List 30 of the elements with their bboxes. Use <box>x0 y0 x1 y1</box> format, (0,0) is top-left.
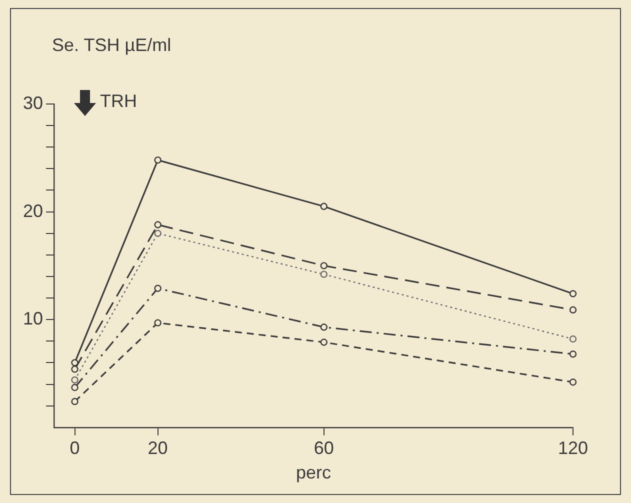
x-tick-label: 0 <box>70 438 80 458</box>
point <box>569 350 577 358</box>
point <box>320 338 328 346</box>
y-tick-label: 30 <box>22 92 44 113</box>
y-tick-label: 10 <box>22 308 44 329</box>
point <box>569 335 577 343</box>
point <box>71 366 78 373</box>
point <box>154 319 162 326</box>
point <box>320 324 328 331</box>
point <box>569 290 577 298</box>
y-tick-label: 20 <box>22 200 44 221</box>
x-tick-label: 60 <box>314 438 334 458</box>
point <box>71 359 78 366</box>
point <box>154 230 162 237</box>
point <box>71 376 78 384</box>
x-tick-label: 20 <box>148 438 168 458</box>
point <box>71 398 78 406</box>
point <box>154 156 162 164</box>
y-axis-title: Se. TSH µE/ml <box>52 34 172 55</box>
x-tick-label: 120 <box>558 438 588 458</box>
x-axis-title: perc <box>296 462 332 482</box>
point <box>154 221 162 228</box>
point <box>71 384 78 392</box>
point <box>320 262 328 270</box>
annotation: TRH <box>100 90 138 111</box>
point <box>320 270 328 278</box>
point <box>569 378 577 386</box>
point <box>320 202 328 210</box>
point <box>154 284 162 292</box>
point <box>569 306 577 314</box>
